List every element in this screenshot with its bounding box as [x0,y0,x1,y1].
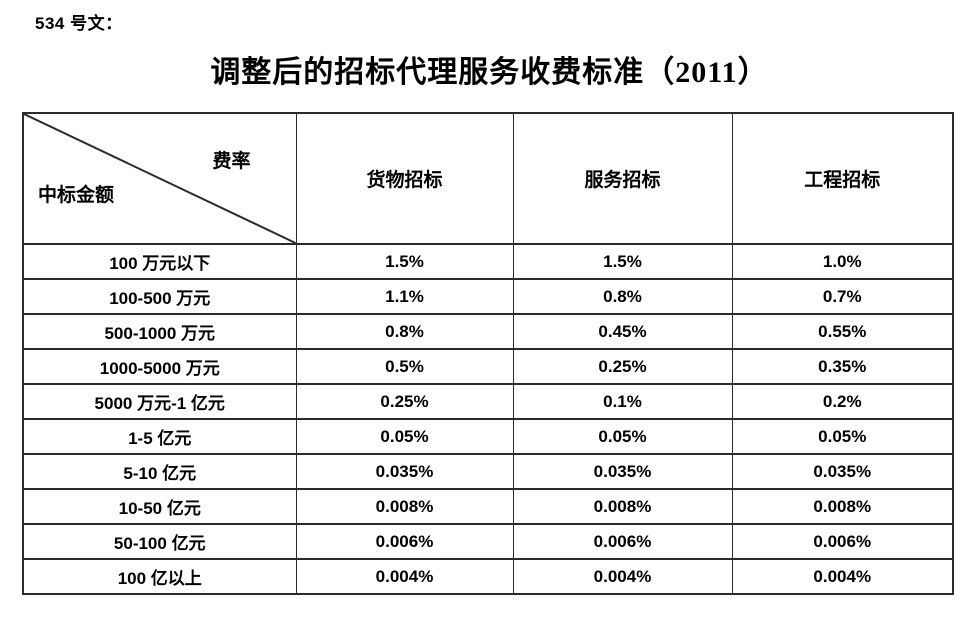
column-header-services: 服务招标 [512,112,733,245]
amount-cell: 10-50 亿元 [22,488,297,525]
table-row: 100 亿以上 0.004% 0.004% 0.004% [22,558,954,595]
rate-cell: 0.8% [512,278,733,315]
corner-header-cell: 费率 中标金额 [22,112,297,245]
rate-cell: 0.004% [512,558,733,595]
header-row: 费率 中标金额 货物招标 服务招标 工程招标 [22,112,954,245]
corner-label-amount: 中标金额 [38,185,115,206]
amount-cell: 5000 万元-1 亿元 [22,383,297,420]
amount-cell: 50-100 亿元 [22,523,297,560]
table-row: 50-100 亿元 0.006% 0.006% 0.006% [22,523,954,560]
column-header-works: 工程招标 [731,112,954,245]
rate-cell: 0.45% [512,313,733,350]
rate-cell: 0.004% [295,558,514,595]
table-row: 1000-5000 万元 0.5% 0.25% 0.35% [22,348,954,385]
rate-cell: 1.5% [512,243,733,280]
table-row: 100-500 万元 1.1% 0.8% 0.7% [22,278,954,315]
rate-cell: 0.5% [295,348,514,385]
table-row: 5-10 亿元 0.035% 0.035% 0.035% [22,453,954,490]
rate-cell: 0.7% [731,278,954,315]
table-row: 100 万元以下 1.5% 1.5% 1.0% [22,243,954,280]
amount-cell: 500-1000 万元 [22,313,297,350]
amount-cell: 100-500 万元 [22,278,297,315]
rate-cell: 0.55% [731,313,954,350]
rate-cell: 0.035% [295,453,514,490]
rate-cell: 0.35% [731,348,954,385]
amount-cell: 5-10 亿元 [22,453,297,490]
page-title: 调整后的招标代理服务收费标准（2011） [210,56,769,89]
rate-cell: 0.035% [512,453,733,490]
rate-cell: 0.008% [512,488,733,525]
rate-cell: 1.1% [295,278,514,315]
table-row: 5000 万元-1 亿元 0.25% 0.1% 0.2% [22,383,954,420]
rate-cell: 0.004% [731,558,954,595]
rate-cell: 0.006% [295,523,514,560]
rate-cell: 1.5% [295,243,514,280]
column-header-goods: 货物招标 [295,112,514,245]
amount-cell: 100 万元以下 [22,243,297,280]
table-row: 10-50 亿元 0.008% 0.008% 0.008% [22,488,954,525]
rate-cell: 0.008% [295,488,514,525]
rate-cell: 0.2% [731,383,954,420]
rate-cell: 0.05% [295,418,514,455]
rate-cell: 0.25% [512,348,733,385]
rate-cell: 0.1% [512,383,733,420]
amount-cell: 100 亿以上 [22,558,297,595]
table-row: 500-1000 万元 0.8% 0.45% 0.55% [22,313,954,350]
doc-number-label: 534 号文： [35,14,123,33]
rate-cell: 0.25% [295,383,514,420]
amount-cell: 1-5 亿元 [22,418,297,455]
amount-cell: 1000-5000 万元 [22,348,297,385]
rate-cell: 0.05% [512,418,733,455]
fee-table: 费率 中标金额 货物招标 服务招标 工程招标 100 万元以下 1.5% 1.5… [22,112,954,595]
corner-label-rate: 费率 [212,151,251,172]
rate-cell: 0.8% [295,313,514,350]
rate-cell: 1.0% [731,243,954,280]
rate-cell: 0.05% [731,418,954,455]
table-row: 1-5 亿元 0.05% 0.05% 0.05% [22,418,954,455]
rate-cell: 0.035% [731,453,954,490]
rate-cell: 0.008% [731,488,954,525]
rate-cell: 0.006% [731,523,954,560]
diagonal-divider [24,114,296,243]
rate-cell: 0.006% [512,523,733,560]
